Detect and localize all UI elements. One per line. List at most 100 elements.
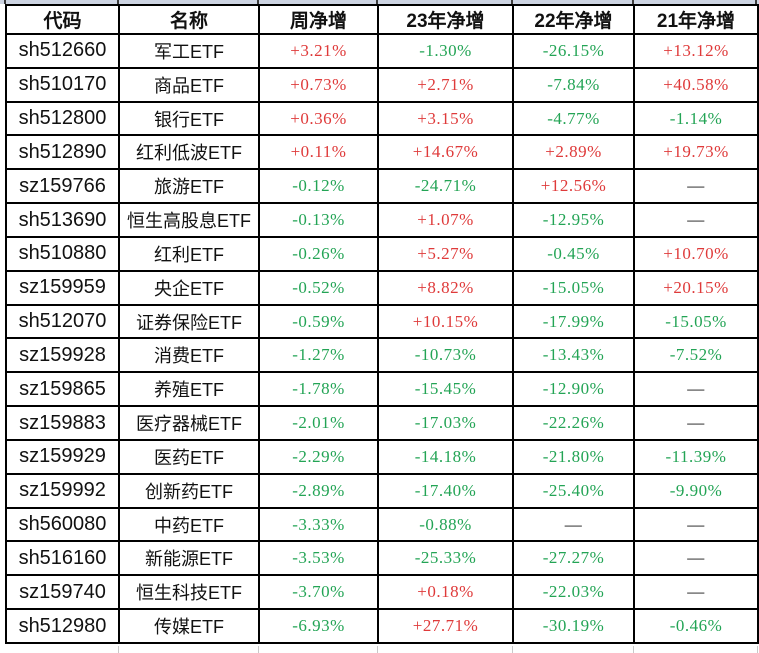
cell-y22: -17.99%: [512, 303, 635, 340]
cell-name: 军工ETF: [118, 33, 260, 69]
table-row: sh512800 银行ETF +0.36% +3.15% -4.77% -1.14%: [5, 100, 759, 137]
cell-week: -1.27%: [258, 337, 379, 374]
table-row: sz159766 旅游ETF -0.12% -24.71% +12.56% —: [5, 168, 759, 205]
cell-y21: —: [633, 168, 759, 205]
cell-y23: +1.07%: [377, 202, 514, 238]
cell-code: sz159959: [5, 269, 120, 306]
header-row: 代码 名称 周净增 23年净增 22年净增 21年净增: [5, 4, 759, 35]
cell-y21: +19.73%: [633, 134, 759, 171]
table-row: sz159929 医药ETF -2.29% -14.18% -21.80% -11.39%: [5, 438, 759, 475]
cell-y23: +5.27%: [377, 235, 514, 272]
col-header-code: 代码: [5, 4, 120, 35]
cell-y21: -11.39%: [633, 438, 759, 475]
cell-y21: —: [633, 202, 759, 238]
cell-y21: +40.58%: [633, 66, 759, 103]
cell-y21: -9.90%: [633, 472, 759, 509]
cell-y22: -12.95%: [512, 202, 635, 238]
gridline-stub: [118, 646, 119, 653]
cell-code: sh512660: [5, 33, 120, 69]
table-row: sz159992 创新药ETF -2.89% -17.40% -25.40% -9.90%: [5, 472, 759, 509]
cell-week: -2.01%: [258, 405, 379, 441]
cell-week: +3.21%: [258, 33, 379, 69]
cell-y22: -22.26%: [512, 405, 635, 441]
cell-name: 养殖ETF: [118, 371, 260, 408]
cell-y23: +10.15%: [377, 303, 514, 340]
cell-week: -3.53%: [258, 540, 379, 577]
cell-y21: +20.15%: [633, 269, 759, 306]
cell-name: 红利ETF: [118, 235, 260, 272]
cell-y22: -27.27%: [512, 540, 635, 577]
cell-code: sh512890: [5, 134, 120, 171]
gridline-stub: [757, 646, 758, 653]
cell-y21: +10.70%: [633, 235, 759, 272]
cell-name: 医药ETF: [118, 438, 260, 475]
cell-name: 医疗器械ETF: [118, 405, 260, 441]
gridline-tick: [511, 0, 513, 4]
cell-y21: +13.12%: [633, 33, 759, 69]
cell-y22: -15.05%: [512, 269, 635, 306]
cell-y23: -0.88%: [377, 506, 514, 543]
table-row: sh513690 恒生高股息ETF -0.13% +1.07% -12.95% —: [5, 202, 759, 238]
table-row: sh512070 证券保险ETF -0.59% +10.15% -17.99% -15.0…: [5, 303, 759, 340]
gridline-tick: [4, 0, 6, 4]
table-body: sh512660 军工ETF +3.21% -1.30% -26.15% +13.12% s…: [5, 33, 759, 644]
cell-y21: —: [633, 371, 759, 408]
cell-name: 创新药ETF: [118, 472, 260, 509]
cell-code: sh512070: [5, 303, 120, 340]
cell-y23: +27.71%: [377, 608, 514, 644]
cell-week: +0.36%: [258, 100, 379, 137]
cell-code: sh513690: [5, 202, 120, 238]
cell-week: -2.29%: [258, 438, 379, 475]
cell-y23: -10.73%: [377, 337, 514, 374]
cell-week: -0.26%: [258, 235, 379, 272]
table-row: sh510170 商品ETF +0.73% +2.71% -7.84% +40.58%: [5, 66, 759, 103]
cell-week: +0.11%: [258, 134, 379, 171]
cell-week: -3.33%: [258, 506, 379, 543]
cell-y23: -15.45%: [377, 371, 514, 408]
cell-code: sz159766: [5, 168, 120, 205]
cell-y23: -17.40%: [377, 472, 514, 509]
table-row: sz159959 央企ETF -0.52% +8.82% -15.05% +20.15%: [5, 269, 759, 306]
cell-code: sh516160: [5, 540, 120, 577]
cell-y23: +8.82%: [377, 269, 514, 306]
etf-net-increase-table: 代码 名称 周净增 23年净增 22年净增 21年净增 sh512660 军工ETF +3.2…: [5, 4, 759, 644]
cell-code: sz159992: [5, 472, 120, 509]
cell-y22: —: [512, 506, 635, 543]
cell-y23: -14.18%: [377, 438, 514, 475]
cell-code: sz159883: [5, 405, 120, 441]
table-row: sh516160 新能源ETF -3.53% -25.33% -27.27% —: [5, 540, 759, 577]
cell-code: sh512800: [5, 100, 120, 137]
cell-y22: -4.77%: [512, 100, 635, 137]
gridline-tick: [257, 0, 259, 4]
gridline-tick: [376, 0, 378, 4]
cell-y23: -17.03%: [377, 405, 514, 441]
cell-y21: —: [633, 506, 759, 543]
cell-y22: -13.43%: [512, 337, 635, 374]
table-header: 代码 名称 周净增 23年净增 22年净增 21年净增: [5, 4, 759, 35]
cell-code: sh510880: [5, 235, 120, 272]
cell-y22: -25.40%: [512, 472, 635, 509]
cell-code: sh560080: [5, 506, 120, 543]
table-row: sz159865 养殖ETF -1.78% -15.45% -12.90% —: [5, 371, 759, 408]
cell-y23: +2.71%: [377, 66, 514, 103]
cell-y22: -22.03%: [512, 574, 635, 611]
table-row: sz159883 医疗器械ETF -2.01% -17.03% -22.26% —: [5, 405, 759, 441]
cell-y21: —: [633, 574, 759, 611]
cell-name: 商品ETF: [118, 66, 260, 103]
cell-week: -3.70%: [258, 574, 379, 611]
cell-y22: -7.84%: [512, 66, 635, 103]
cell-week: +0.73%: [258, 66, 379, 103]
cell-y23: -1.30%: [377, 33, 514, 69]
cell-name: 新能源ETF: [118, 540, 260, 577]
cell-y23: -25.33%: [377, 540, 514, 577]
col-header-y23: 23年净增: [377, 4, 514, 35]
cell-y22: -26.15%: [512, 33, 635, 69]
table-row: sz159740 恒生科技ETF -3.70% +0.18% -22.03% —: [5, 574, 759, 611]
gridline-tick: [117, 0, 119, 4]
gridline-stub: [377, 646, 378, 653]
cell-code: sz159929: [5, 438, 120, 475]
cell-y22: -12.90%: [512, 371, 635, 408]
cell-week: -0.13%: [258, 202, 379, 238]
cell-y22: +12.56%: [512, 168, 635, 205]
